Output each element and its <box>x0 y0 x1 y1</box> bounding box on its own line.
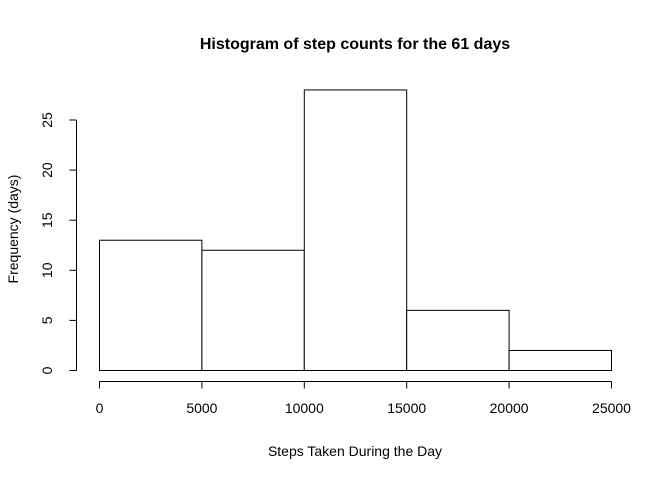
x-tick-label-0: 0 <box>96 400 104 416</box>
y-tick-label-4: 20 <box>39 162 55 178</box>
chart-title: Histogram of step counts for the 61 days <box>200 36 510 53</box>
x-tick-label-4: 20000 <box>490 400 529 416</box>
histogram-bar-2 <box>303 89 408 371</box>
y-axis-label: Frequency (days) <box>5 175 21 284</box>
x-tick-label-5: 25000 <box>592 400 631 416</box>
x-tick-label-2: 10000 <box>285 400 324 416</box>
y-tick-label-3: 15 <box>39 212 55 228</box>
x-tick-label-1: 5000 <box>186 400 217 416</box>
y-tick-label-2: 10 <box>39 262 55 278</box>
x-axis-label: Steps Taken During the Day <box>268 443 442 459</box>
y-tick-label-0: 0 <box>39 366 55 374</box>
x-tick-label-3: 15000 <box>387 400 426 416</box>
histogram-bar-4 <box>508 349 613 371</box>
x-axis: 0 5000 10000 15000 20000 25000 <box>96 381 631 416</box>
bars-group <box>99 89 613 372</box>
y-axis: 0 5 10 15 20 25 <box>39 112 77 374</box>
histogram-bar-1 <box>201 249 305 371</box>
y-tick-label-5: 25 <box>39 112 55 128</box>
y-tick-label-1: 5 <box>39 316 55 324</box>
histogram-bar-3 <box>406 309 510 372</box>
histogram-bar-0 <box>99 239 203 371</box>
